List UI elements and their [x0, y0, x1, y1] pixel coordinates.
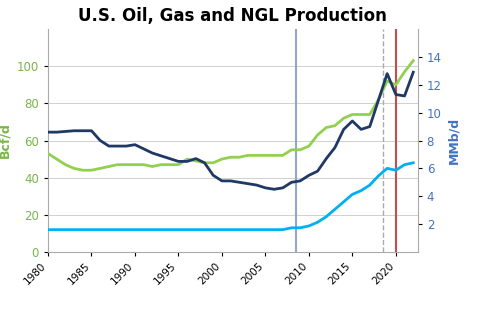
Y-axis label: Bcf/d: Bcf/d: [0, 122, 11, 159]
Y-axis label: MMb/d: MMb/d: [447, 117, 460, 164]
Title: U.S. Oil, Gas and NGL Production: U.S. Oil, Gas and NGL Production: [78, 7, 387, 25]
